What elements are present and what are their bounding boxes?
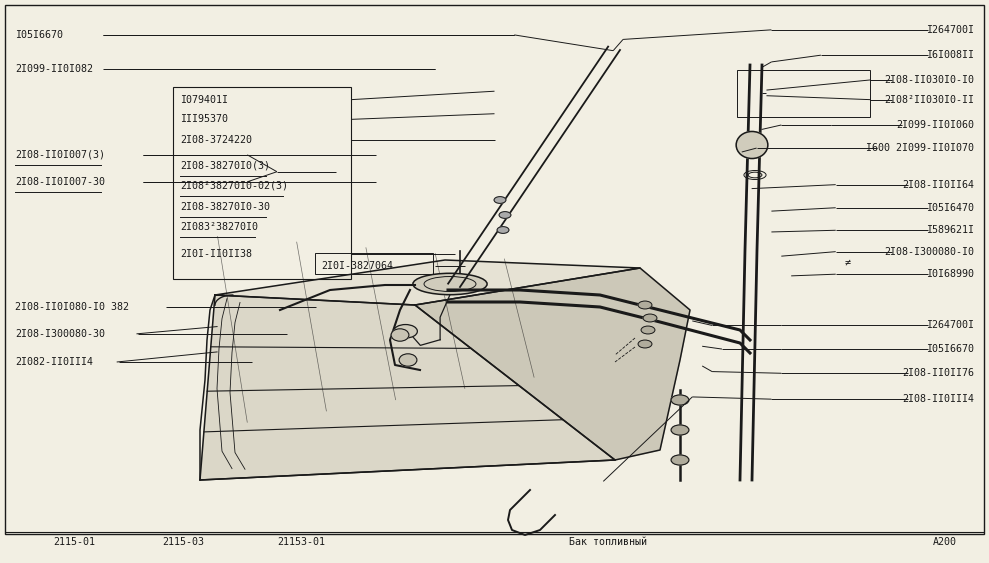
Text: 2I08-I300080-30: 2I08-I300080-30 xyxy=(15,329,105,339)
Text: 2I08-3724220: 2I08-3724220 xyxy=(180,135,252,145)
Circle shape xyxy=(638,340,652,348)
Text: 2115-01: 2115-01 xyxy=(53,537,95,547)
Text: 2I083²38270I0: 2I083²38270I0 xyxy=(180,222,258,232)
Bar xyxy=(315,253,433,274)
Text: I589621I: I589621I xyxy=(926,225,974,235)
Bar xyxy=(737,70,870,117)
Circle shape xyxy=(497,227,509,234)
Circle shape xyxy=(672,455,689,465)
Text: A200: A200 xyxy=(933,537,956,547)
Circle shape xyxy=(394,324,417,338)
Text: 2I08²II030I0-II: 2I08²II030I0-II xyxy=(884,95,974,105)
Circle shape xyxy=(672,395,689,405)
Text: 2I08-II030I0-I0: 2I08-II030I0-I0 xyxy=(884,75,974,85)
Text: 2I08-I300080-I0: 2I08-I300080-I0 xyxy=(884,247,974,257)
Text: 2I08²38270I0-02(3): 2I08²38270I0-02(3) xyxy=(180,181,288,191)
Text: 2I08-II0II64: 2I08-II0II64 xyxy=(902,180,974,190)
Text: I600 2I099-II0I070: I600 2I099-II0I070 xyxy=(866,143,974,153)
Text: 2I08-II0I007(3): 2I08-II0I007(3) xyxy=(15,150,105,160)
Text: 2I099-II0I082: 2I099-II0I082 xyxy=(15,64,93,74)
Text: I05I6670: I05I6670 xyxy=(926,344,974,354)
Text: 2I08-38270I0-30: 2I08-38270I0-30 xyxy=(180,202,270,212)
Text: 2I08-38270I0(3): 2I08-38270I0(3) xyxy=(180,160,270,171)
Text: 2I0I-3827064: 2I0I-3827064 xyxy=(321,261,394,271)
Text: I264700I: I264700I xyxy=(926,25,974,35)
Text: 2I08-II0III4: 2I08-II0III4 xyxy=(902,394,974,404)
Polygon shape xyxy=(200,295,615,480)
Circle shape xyxy=(641,326,655,334)
Circle shape xyxy=(494,196,506,203)
Text: Бак топливный: Бак топливный xyxy=(570,537,647,547)
Text: III95370: III95370 xyxy=(180,114,228,124)
Polygon shape xyxy=(415,268,690,460)
Text: 2I0I-II0II38: 2I0I-II0II38 xyxy=(180,249,252,260)
Text: I079401I: I079401I xyxy=(180,95,228,105)
Circle shape xyxy=(638,301,652,309)
Text: I6I008II: I6I008II xyxy=(926,50,974,60)
Ellipse shape xyxy=(391,329,408,341)
Text: 2I082-II0III4: 2I082-II0III4 xyxy=(15,357,93,367)
Ellipse shape xyxy=(736,132,767,159)
Circle shape xyxy=(672,425,689,435)
Polygon shape xyxy=(215,260,640,305)
Text: I264700I: I264700I xyxy=(926,320,974,330)
Text: 2I08-II0I007-30: 2I08-II0I007-30 xyxy=(15,177,105,187)
Text: 2115-03: 2115-03 xyxy=(162,537,204,547)
Text: ≠: ≠ xyxy=(845,258,851,268)
Circle shape xyxy=(643,314,657,322)
Text: 21153-01: 21153-01 xyxy=(278,537,325,547)
Ellipse shape xyxy=(413,273,488,294)
Text: 2I08-II0II76: 2I08-II0II76 xyxy=(902,368,974,378)
Ellipse shape xyxy=(400,354,417,366)
Text: I0I68990: I0I68990 xyxy=(926,269,974,279)
Text: I05I6670: I05I6670 xyxy=(15,30,63,40)
Text: 2I099-II0I060: 2I099-II0I060 xyxy=(896,120,974,130)
Circle shape xyxy=(499,212,511,218)
Text: I05I6470: I05I6470 xyxy=(926,203,974,213)
Bar xyxy=(173,87,351,279)
Text: 2I08-II0I080-I0 382: 2I08-II0I080-I0 382 xyxy=(15,302,129,312)
